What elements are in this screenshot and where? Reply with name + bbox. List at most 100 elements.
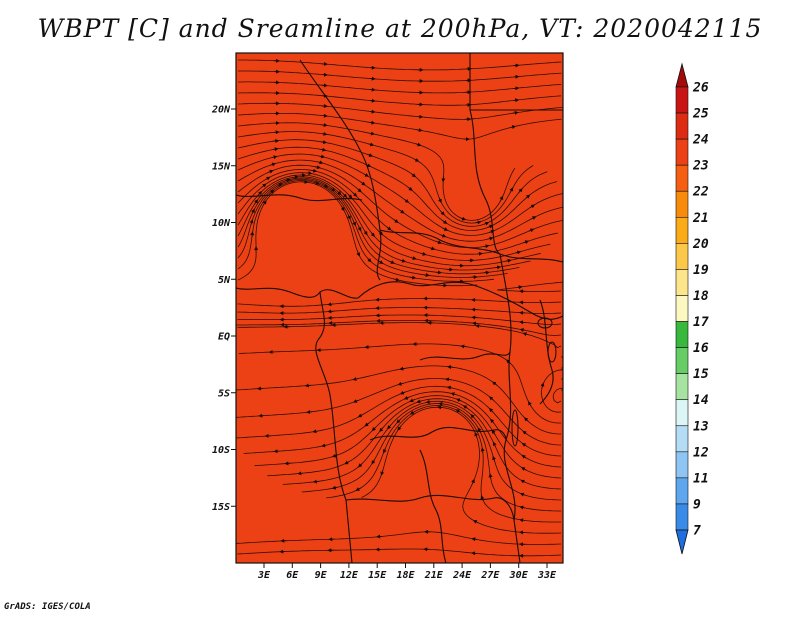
streamline-arrow bbox=[321, 113, 328, 118]
colorbar-label: 25 bbox=[692, 107, 709, 122]
colorbar-swatch bbox=[675, 425, 689, 453]
streamline-arrow bbox=[397, 425, 402, 431]
streamline-arrow bbox=[397, 381, 404, 386]
streamline-arrow bbox=[284, 178, 291, 183]
streamline-arrow bbox=[410, 275, 417, 280]
colorbar-swatch bbox=[675, 164, 689, 192]
streamline-arrow bbox=[314, 165, 321, 170]
streamline-arrow bbox=[357, 413, 364, 418]
colorbar-swatch bbox=[675, 295, 689, 322]
streamline-arrow bbox=[460, 216, 467, 221]
streamline-arrow bbox=[379, 427, 384, 433]
y-tick-label: EQ bbox=[218, 332, 230, 343]
streamline-arrow bbox=[277, 183, 283, 187]
streamline-arrow bbox=[520, 479, 526, 484]
streamline-arrow bbox=[321, 140, 328, 145]
streamline-arrow bbox=[393, 219, 399, 223]
streamline-arrow bbox=[488, 473, 493, 480]
colorbar-label: 11 bbox=[693, 471, 709, 486]
streamline-arrow bbox=[400, 258, 407, 263]
streamline-arrow bbox=[251, 208, 255, 215]
y-tick-label: 15N bbox=[212, 161, 231, 172]
colorbar-swatch bbox=[675, 190, 689, 218]
streamline-arrow bbox=[540, 382, 545, 389]
streamline-arrow bbox=[371, 426, 377, 432]
streamline-arrow bbox=[450, 392, 457, 397]
streamline-arrow bbox=[321, 131, 328, 136]
colorbar-label: 12 bbox=[693, 445, 709, 460]
streamline-arrow bbox=[411, 173, 417, 178]
streamline-arrow bbox=[261, 183, 267, 188]
colorbar-swatch bbox=[675, 399, 689, 427]
streamline-arrow bbox=[404, 198, 410, 203]
streamline-arrow bbox=[272, 147, 279, 152]
y-tick-label: 15S bbox=[212, 502, 230, 513]
streamline-arrow bbox=[460, 344, 467, 349]
streamline-arrow bbox=[462, 405, 469, 410]
colorbar-label: 14 bbox=[693, 393, 709, 408]
x-tick-label: 9E bbox=[315, 570, 328, 581]
colorbar-swatch bbox=[675, 373, 689, 401]
streamline-arrow bbox=[399, 366, 406, 371]
streamline-arrow bbox=[270, 162, 276, 167]
streamline-arrow bbox=[505, 258, 512, 263]
x-tick-label: 24E bbox=[452, 570, 472, 581]
streamline-arrow bbox=[311, 168, 318, 173]
y-tick-label: 5N bbox=[218, 275, 231, 286]
streamline bbox=[237, 113, 562, 140]
streamline-arrow bbox=[530, 216, 537, 220]
streamline-arrow bbox=[420, 251, 427, 256]
colorbar-label: 23 bbox=[692, 159, 709, 174]
y-axis: 20N 15N 10N 5N EQ 5S 10S 15S bbox=[211, 105, 236, 513]
streamline-arrow bbox=[387, 424, 392, 430]
colorbar-label: 9 bbox=[693, 497, 701, 512]
streamline bbox=[238, 59, 562, 71]
streamline-arrow bbox=[456, 398, 462, 403]
streamline-arrow bbox=[292, 175, 299, 180]
streamline-arrow bbox=[491, 429, 496, 435]
streamline-arrow bbox=[399, 209, 405, 214]
streamline-arrow bbox=[363, 230, 368, 236]
streamline-arrow bbox=[492, 455, 497, 462]
streamline-arrow bbox=[472, 520, 479, 524]
streamline-arrow bbox=[522, 430, 528, 435]
streamline-arrow bbox=[471, 478, 475, 485]
streamline bbox=[237, 298, 562, 307]
streamline-arrow bbox=[438, 197, 442, 204]
streamline-arrow bbox=[528, 228, 535, 233]
colorbar-label: 16 bbox=[693, 341, 709, 356]
streamline-arrow bbox=[368, 142, 375, 147]
streamline-arrow bbox=[369, 109, 376, 114]
streamline-arrow bbox=[355, 487, 361, 491]
streamline-arrow bbox=[480, 447, 485, 454]
streamline-arrow bbox=[409, 410, 416, 415]
y-tick-label: 20N bbox=[211, 105, 231, 116]
streamline-arrow bbox=[440, 233, 447, 238]
streamline-arrow bbox=[312, 429, 319, 434]
colorbar-swatch bbox=[675, 477, 689, 505]
streamline-arrow bbox=[519, 505, 526, 510]
streamline-arrow bbox=[489, 229, 495, 234]
streamline-arrow bbox=[522, 332, 529, 337]
streamline-arrow bbox=[352, 399, 359, 403]
streamline-arrow bbox=[489, 396, 494, 401]
streamline-arrow bbox=[499, 195, 504, 202]
streamline-arrow bbox=[440, 210, 445, 216]
streamline bbox=[238, 70, 562, 82]
streamline-arrow bbox=[442, 220, 448, 224]
streamline-arrow bbox=[410, 256, 417, 260]
colorbar-label: 24 bbox=[692, 133, 709, 148]
streamline-arrow bbox=[363, 173, 369, 177]
streamline-arrow bbox=[319, 154, 326, 159]
streamline bbox=[237, 548, 562, 557]
streamline-arrow bbox=[470, 414, 475, 419]
y-tick-label: 5S bbox=[218, 388, 230, 399]
streamline-arrow bbox=[487, 224, 494, 229]
streamline-arrow bbox=[369, 120, 376, 125]
streamline-arrow bbox=[347, 194, 353, 199]
colorbar-swatch bbox=[675, 112, 689, 140]
streamline-arrow bbox=[513, 98, 520, 103]
streamline-arrow bbox=[369, 131, 375, 136]
streamline-arrow bbox=[336, 190, 342, 196]
